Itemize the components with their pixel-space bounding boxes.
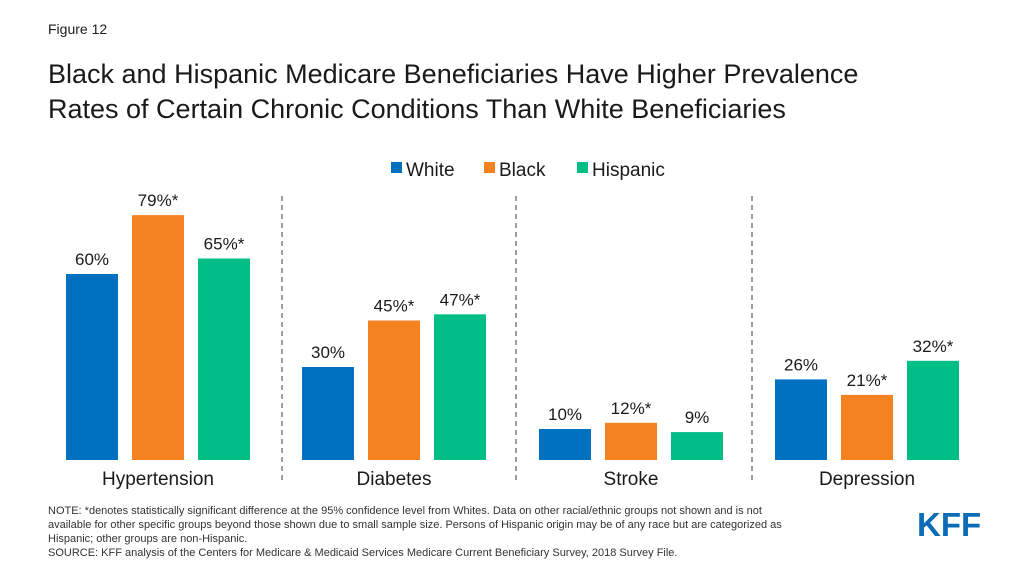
bar-depression-hispanic [907,360,959,460]
bar-diabetes-white [302,367,354,460]
data-label-depression-white: 26% [784,355,818,374]
data-label-hypertension-white: 60% [75,250,109,269]
data-label-depression-black: 21%* [847,371,888,390]
bar-depression-black [841,394,893,460]
bar-hypertension-hispanic [198,258,250,460]
category-label-stroke: Stroke [604,469,659,490]
figure-label: Figure 12 [48,21,108,37]
category-label-depression: Depression [819,469,915,490]
chart-title-line-1: Black and Hispanic Medicare Beneficiarie… [48,59,859,89]
data-label-stroke-hispanic: 9% [685,408,710,427]
category-label-hypertension: Hypertension [102,469,214,490]
data-label-stroke-black: 12%* [611,399,652,418]
bar-depression-white [775,379,827,460]
legend-label-hispanic: Hispanic [592,160,665,181]
data-label-hypertension-hispanic: 65%* [204,235,245,254]
legend-swatch-white [391,162,402,173]
bar-stroke-hispanic [671,432,723,460]
chart-title: Black and Hispanic Medicare Beneficiarie… [48,57,988,127]
data-label-hypertension-black: 79%* [138,191,179,210]
data-label-diabetes-white: 30% [311,343,345,362]
data-label-depression-hispanic: 32%* [913,337,954,356]
bar-diabetes-hispanic [434,314,486,460]
bar-hypertension-black [132,215,184,460]
note-line-2: available for other specific groups beyo… [48,519,782,531]
legend-label-white: White [406,160,455,181]
bar-diabetes-black [368,320,420,460]
legend-label-black: Black [499,160,546,181]
data-label-diabetes-black: 45%* [374,297,415,316]
category-label-diabetes: Diabetes [357,469,432,490]
legend-swatch-hispanic [577,162,588,173]
kff-logo: KFF [917,506,982,543]
bar-hypertension-white [66,274,118,460]
data-label-diabetes-hispanic: 47%* [440,290,481,309]
legend-swatch-black [484,162,495,173]
source-line: SOURCE: KFF analysis of the Centers for … [48,547,678,559]
bar-stroke-black [605,422,657,460]
note-line-1: NOTE: *denotes statistically significant… [48,505,762,517]
bar-chart: White Black Hispanic 60% 79%* 65%* Hypertensio… [66,160,959,490]
chart-title-line-2: Rates of Certain Chronic Conditions Than… [48,94,786,124]
bar-stroke-white [539,429,591,460]
chart-notes: NOTE: *denotes statistically significant… [48,504,908,560]
data-label-stroke-white: 10% [548,405,582,424]
note-line-3: Hispanic; other groups are non-Hispanic. [48,533,248,545]
